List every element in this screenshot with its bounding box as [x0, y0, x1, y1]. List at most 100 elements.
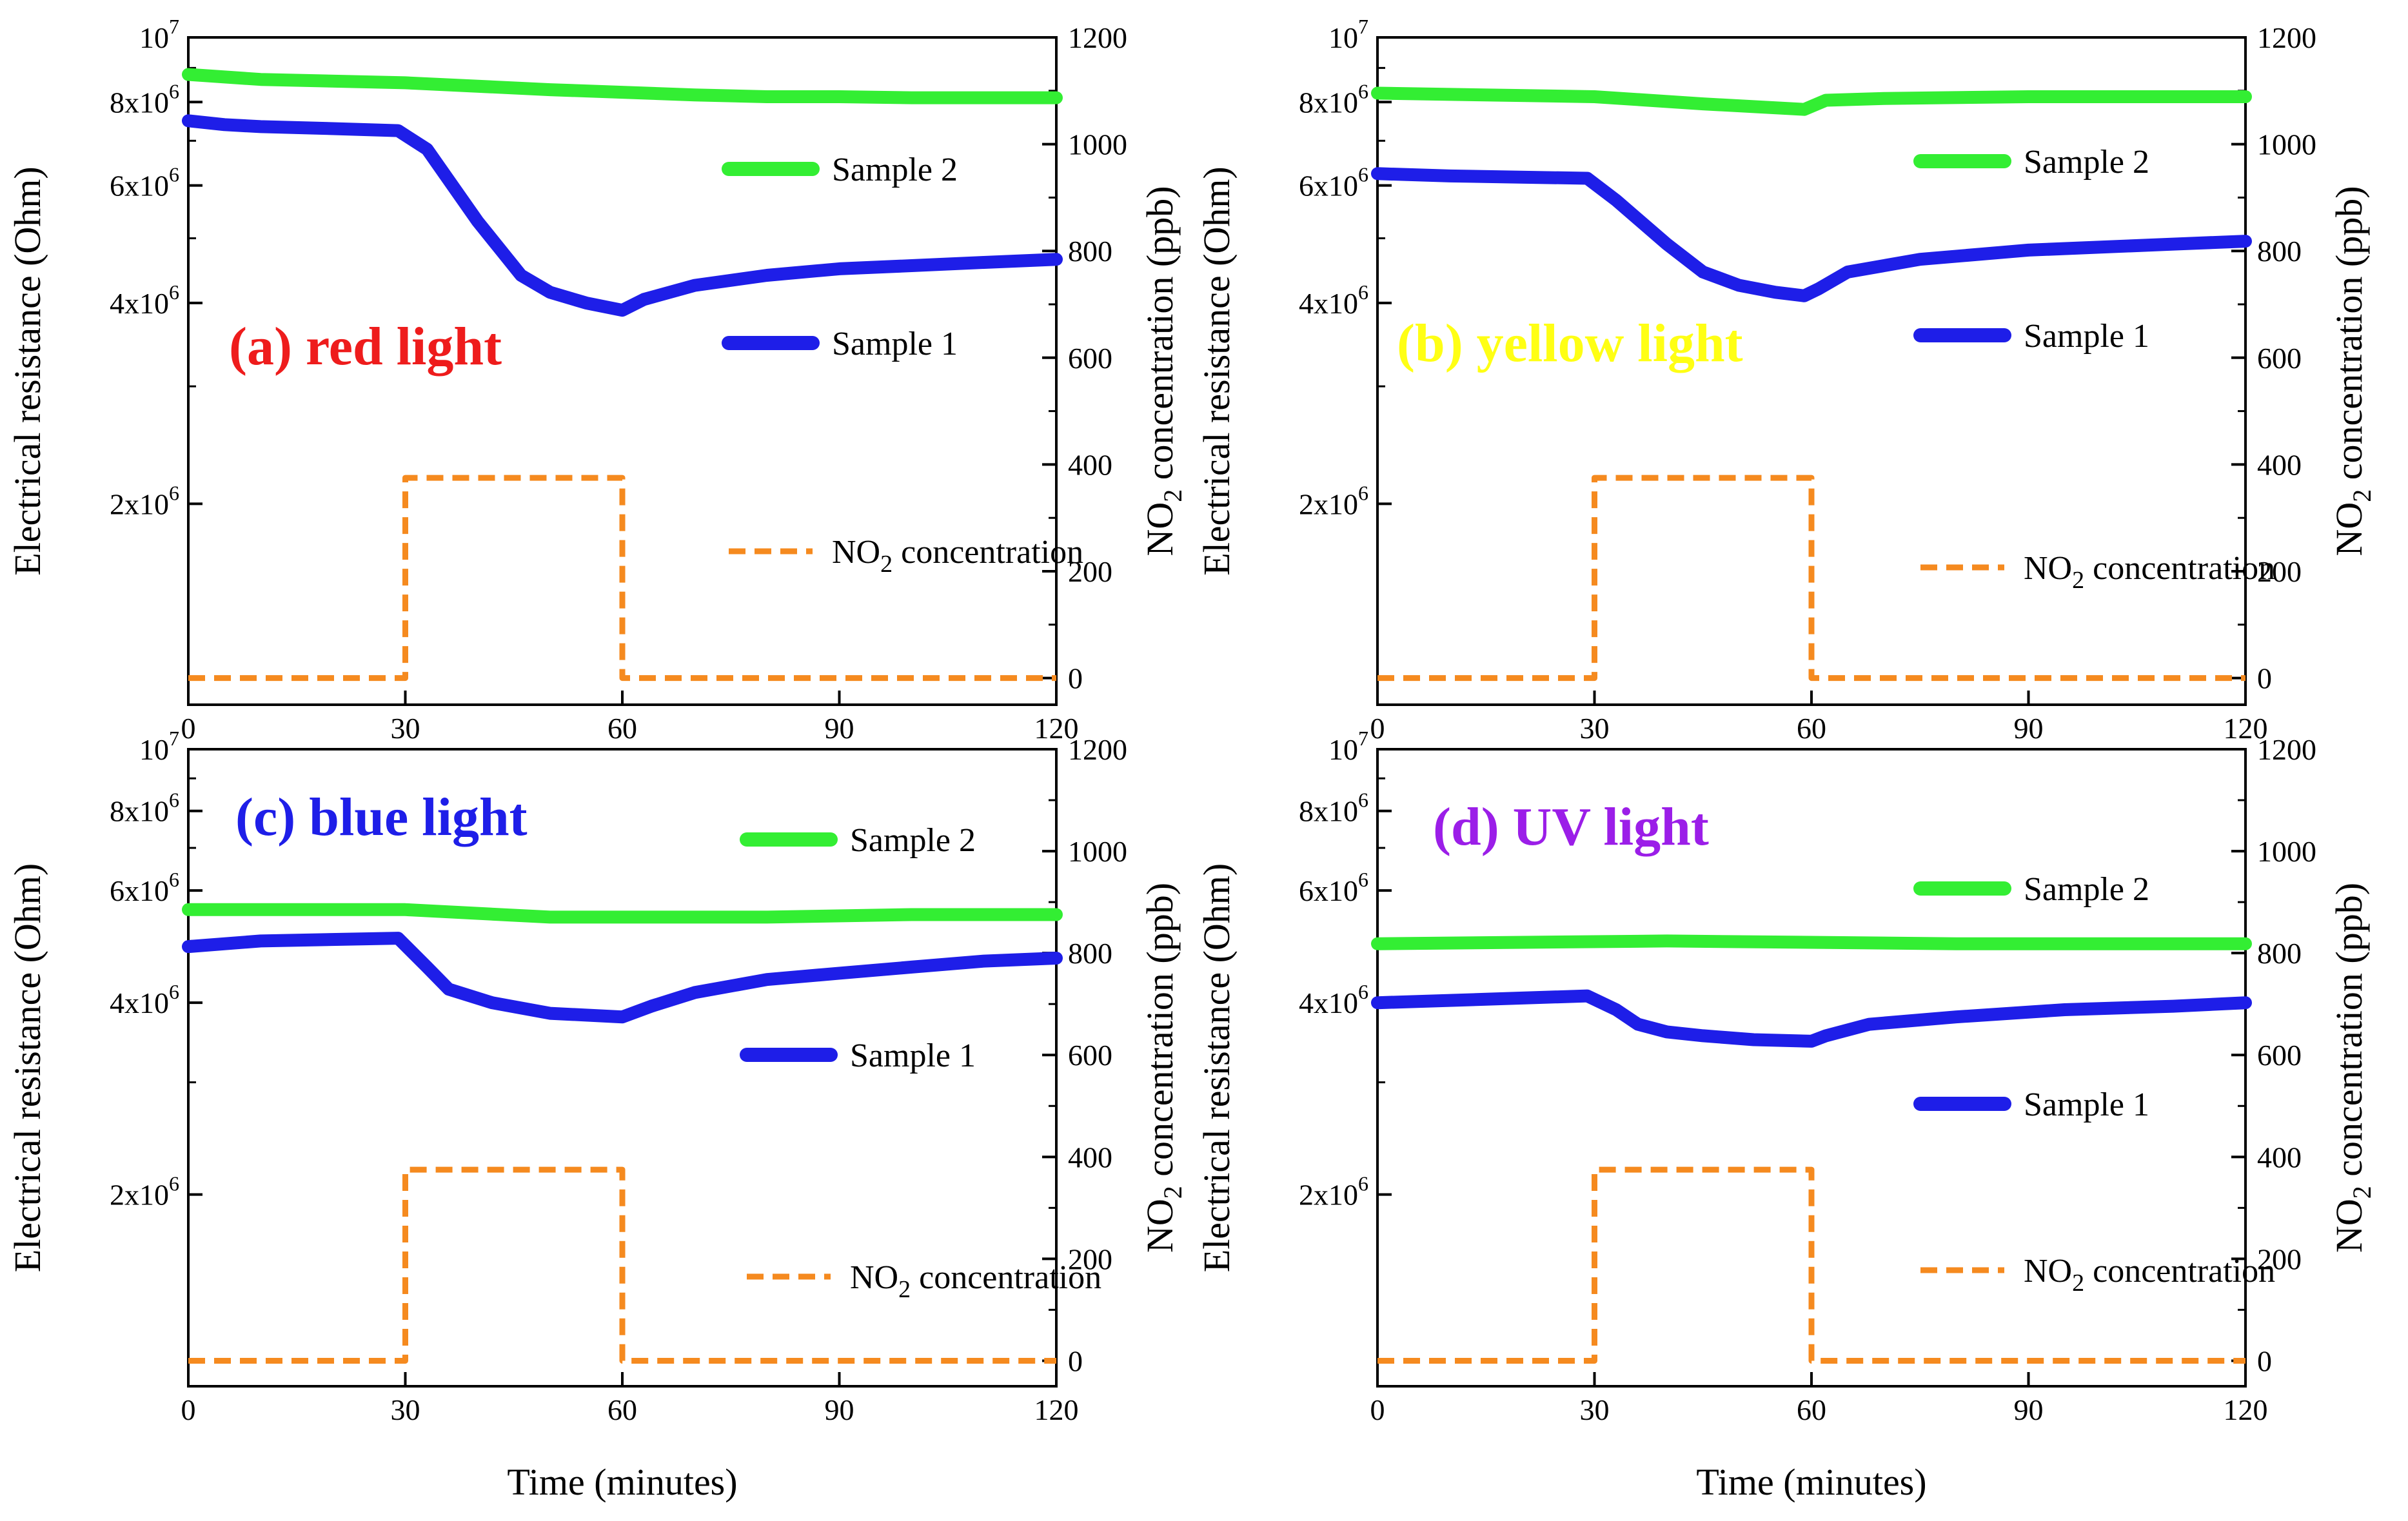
y-tick-mantissa: 2x10 [1299, 487, 1358, 520]
y2-tick-label: 1200 [2257, 21, 2316, 54]
x-tick-label: 60 [607, 712, 637, 745]
panel-a: 0 30 60 90 1202x1064x1066x1068x1061070200400… [6, 15, 1187, 745]
legend-label: Sample 1 [850, 1037, 976, 1074]
legend-label-main: NO [850, 1259, 898, 1296]
x-tick-label: 120 [2224, 712, 2268, 745]
legend-label-main: NO [832, 534, 880, 571]
y2-label-main: NO [1139, 1199, 1181, 1253]
y2-tick-label: 1000 [2257, 128, 2316, 161]
y2-tick-label: 200 [1068, 555, 1112, 588]
y-tick-mantissa: 6x10 [110, 874, 169, 907]
y-tick-label: 8x106 [1299, 79, 1368, 119]
series-sample-2-line [182, 903, 1063, 924]
y-tick-exponent: 6 [169, 868, 179, 891]
y-tick-exponent: 7 [1358, 15, 1368, 38]
y2-label-subscript: 2 [1158, 1186, 1187, 1199]
y2-tick-label: 1200 [1068, 21, 1127, 54]
x-tick-label: 90 [825, 1393, 854, 1426]
series-no2-line [188, 1166, 1056, 1364]
legend-label-main: NO [2024, 550, 2072, 587]
y-tick-mantissa: 8x10 [110, 795, 169, 828]
y2-tick-label: 0 [2257, 1344, 2272, 1377]
y-tick-label: 4x106 [110, 980, 179, 1019]
legend-label: NO2 concentration [832, 534, 1083, 578]
y2-tick-label: 0 [1068, 662, 1083, 695]
y-tick-exponent: 6 [169, 1172, 179, 1195]
y2-label-main: NO [1139, 502, 1181, 556]
y2-tick-label: 0 [2257, 662, 2272, 695]
y-tick-exponent: 6 [169, 163, 179, 186]
legend-label: NO2 concentration [2024, 1253, 2275, 1297]
y2-tick-label: 600 [1068, 1039, 1112, 1072]
y2-tick-label: 800 [2257, 937, 2302, 970]
x-tick-label: 90 [2014, 1393, 2044, 1426]
series-no2-line [188, 475, 1056, 682]
y2-tick-label: 200 [1068, 1242, 1112, 1275]
y2-tick-label: 600 [2257, 342, 2302, 375]
y-tick-label: 2x106 [1299, 1172, 1368, 1212]
x-axis-label: Time (minutes) [507, 1461, 737, 1503]
y2-axis-label: NO2 concentration (ppb) [1139, 186, 1187, 556]
y2-tick-label: 1000 [1068, 128, 1127, 161]
x-tick-label: 0 [181, 1393, 196, 1426]
x-tick-label: 90 [2014, 712, 2044, 745]
y-tick-mantissa: 6x10 [110, 170, 169, 202]
y-tick-mantissa: 10 [139, 733, 169, 766]
legend-label: Sample 2 [2024, 144, 2149, 181]
y2-tick-label: 400 [1068, 1141, 1112, 1173]
y-tick-label: 8x106 [110, 79, 179, 119]
legend-label: Sample 2 [832, 152, 958, 188]
y-axis-label: Electrical resistance (Ohm) [1196, 166, 1238, 575]
y-tick-label: 6x106 [1299, 163, 1368, 202]
y2-tick-label: 1000 [1068, 835, 1127, 868]
y-tick-exponent: 6 [169, 481, 179, 504]
y2-tick-label: 600 [2257, 1039, 2302, 1072]
legend-label: Sample 1 [832, 326, 958, 362]
x-tick-label: 60 [1797, 1393, 1826, 1426]
y-tick-exponent: 6 [169, 980, 179, 1003]
y2-axis-label: NO2 concentration (ppb) [1139, 883, 1187, 1253]
y-tick-label: 8x106 [1299, 789, 1368, 828]
y-tick-mantissa: 2x10 [1299, 1179, 1358, 1212]
series-no2-line [1377, 1166, 2245, 1364]
y-tick-label: 107 [1328, 727, 1368, 766]
panel-c: 0 30 60 90 1202x1064x1066x1068x1061070200400… [6, 727, 1187, 1426]
panel-title: (d) UV light [1433, 797, 1709, 857]
y-tick-mantissa: 2x10 [110, 1179, 169, 1212]
legend-label-rest: concentration [2084, 550, 2275, 587]
y2-tick-label: 1200 [2257, 733, 2316, 766]
y2-label-rest: concentration (ppb) [2328, 883, 2370, 1186]
legend-label-rest: concentration [911, 1259, 1101, 1296]
y-tick-exponent: 7 [169, 15, 179, 38]
panel-b: 0 30 60 90 1202x1064x1066x1068x1061070200400… [1196, 15, 2376, 745]
y-tick-label: 107 [139, 15, 179, 54]
y-tick-label: 6x106 [110, 163, 179, 202]
y-tick-exponent: 6 [1358, 980, 1368, 1003]
y2-tick-label: 400 [2257, 448, 2302, 481]
x-axis-label: Time (minutes) [1696, 1461, 1926, 1503]
panel-title: (b) yellow light [1397, 313, 1743, 373]
legend-label: Sample 2 [2024, 871, 2149, 908]
series-sample-1-line [182, 932, 1063, 1024]
y2-tick-label: 800 [1068, 937, 1112, 970]
panel-title: (a) red light [229, 317, 502, 377]
y2-tick-label: 1000 [2257, 835, 2316, 868]
x-tick-label: 90 [825, 712, 854, 745]
y-tick-mantissa: 4x10 [1299, 287, 1358, 320]
y-tick-exponent: 7 [169, 727, 179, 750]
y2-label-main: NO [2328, 1199, 2370, 1253]
x-tick-label: 0 [181, 712, 196, 745]
series-no2-line [1377, 475, 2245, 682]
y-tick-mantissa: 10 [1328, 21, 1358, 54]
y-tick-label: 4x106 [1299, 980, 1368, 1019]
y2-axis-label: NO2 concentration (ppb) [2328, 186, 2376, 556]
y2-tick-label: 400 [1068, 448, 1112, 481]
y2-label-main: NO [2328, 502, 2370, 556]
series-sample-1-line [1371, 167, 2252, 302]
y-axis-label: Electrical resistance (Ohm) [1196, 863, 1238, 1272]
series-sample-2-line [1371, 934, 2252, 950]
y-tick-label: 4x106 [110, 280, 179, 320]
x-tick-label: 120 [1034, 1393, 1079, 1426]
y-tick-exponent: 6 [169, 280, 179, 304]
